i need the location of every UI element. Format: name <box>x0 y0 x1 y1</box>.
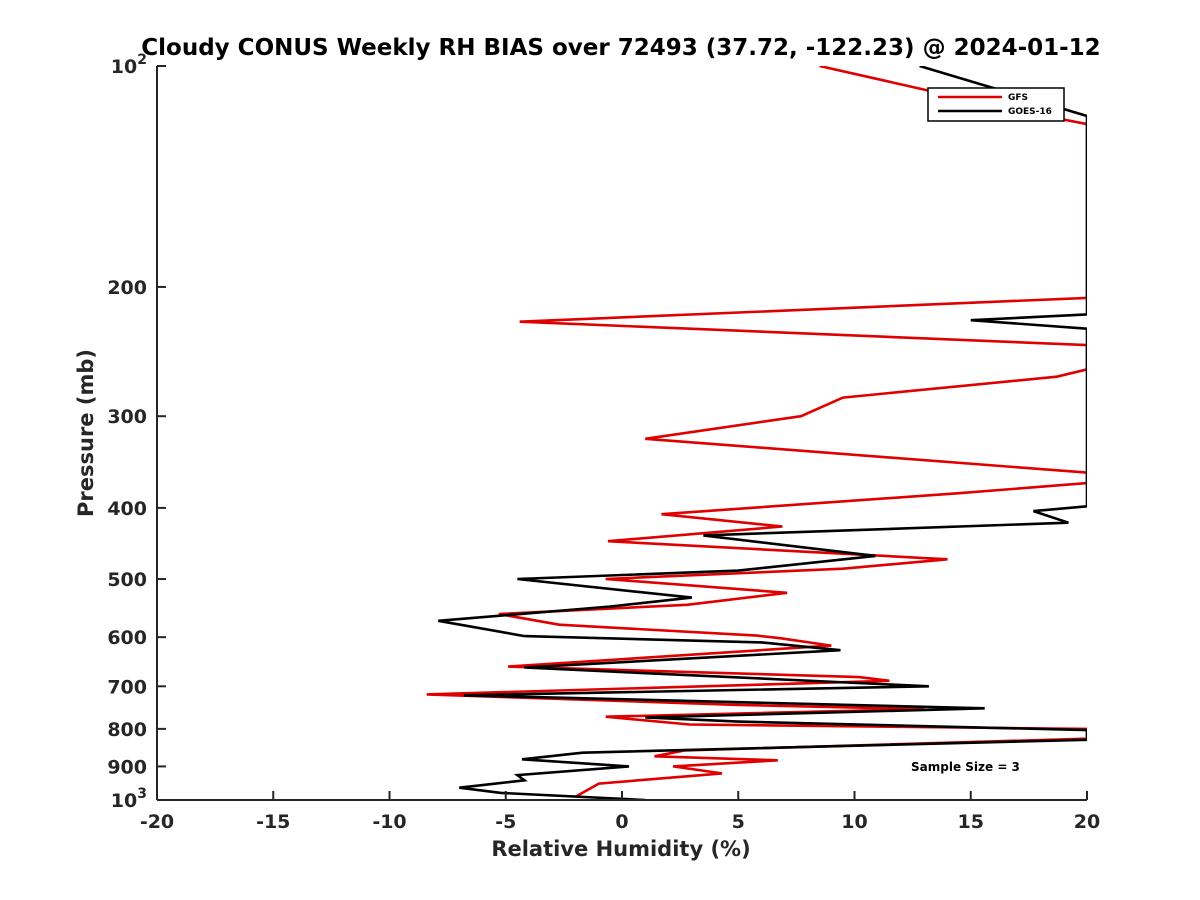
x-tick-label: -10 <box>372 811 406 833</box>
x-tick-label: 5 <box>732 811 745 833</box>
x-tick-label: -20 <box>140 811 174 833</box>
legend-label-goes16: GOES-16 <box>1008 107 1052 117</box>
y-tick-label: 800 <box>107 719 147 741</box>
y-tick-label: 500 <box>107 569 147 591</box>
y-tick-label: 200 <box>107 277 147 299</box>
legend: GFS GOES-16 <box>927 87 1065 122</box>
series-line-gfs <box>426 66 1087 798</box>
y-tick-label: 600 <box>107 627 147 649</box>
y-tick-label: 300 <box>107 406 147 428</box>
x-tick-label: 10 <box>841 811 867 833</box>
y-tick-label: 102 <box>111 52 147 78</box>
y-tick-label: 103 <box>111 786 147 812</box>
legend-label-gfs: GFS <box>1008 93 1028 103</box>
y-tick-label: 900 <box>107 756 147 778</box>
y-ticks: 102 200 300 400 500 600 700 800 900 103 <box>107 52 166 812</box>
x-axis-label: Relative Humidity (%) <box>491 837 750 861</box>
x-tick-label: 0 <box>615 811 628 833</box>
legend-box <box>927 87 1065 122</box>
x-tick-label: 15 <box>958 811 984 833</box>
x-tick-label: -5 <box>495 811 516 833</box>
x-tick-label: -15 <box>256 811 290 833</box>
x-tick-label: 20 <box>1074 811 1100 833</box>
chart-title: Cloudy CONUS Weekly RH BIAS over 72493 (… <box>141 35 1100 61</box>
y-axis-label: Pressure (mb) <box>74 349 98 517</box>
series-layer <box>426 66 1087 800</box>
series-line-goes16 <box>438 66 1087 800</box>
y-tick-label: 400 <box>107 498 147 520</box>
x-ticks: -20 -15 -10 -5 0 5 10 15 20 <box>140 791 1100 833</box>
sample-size-annotation: Sample Size = 3 <box>911 760 1020 774</box>
y-tick-label: 700 <box>107 676 147 698</box>
